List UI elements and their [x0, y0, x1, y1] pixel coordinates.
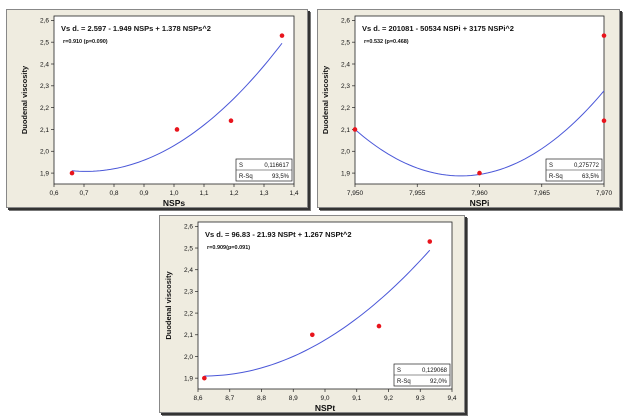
stats-rsq-label: R-Sq — [397, 379, 411, 385]
stats-s-value: 0,275772 — [574, 163, 600, 169]
x-tick-label: 9,1 — [352, 395, 361, 402]
y-tick-label: 2,1 — [341, 127, 350, 134]
data-point — [174, 127, 180, 132]
fit-curve — [71, 42, 283, 172]
x-tick-label: 8,6 — [193, 395, 202, 402]
x-axis-label: NSPs — [163, 198, 185, 208]
x-tick-label: 1,2 — [229, 190, 238, 197]
stats-rsq-label: R-Sq — [549, 174, 563, 180]
x-axis-label: NSPt — [315, 403, 335, 413]
data-point — [228, 118, 234, 124]
data-point — [601, 33, 607, 38]
y-tick-label: 2,6 — [40, 18, 49, 25]
stats-s-value: 0,116617 — [264, 163, 289, 169]
y-tick-label: 2,1 — [40, 127, 49, 134]
y-axis-label: Duodenal viscosity — [321, 65, 330, 134]
chart-panel-nsps: 0,6 0,7 0,8 0,9 1,0 1,1 1,2 1,3 1,4 1,9 2,0 2,1 2,2 2… — [6, 9, 308, 208]
stats-s-value: 0,129068 — [422, 368, 448, 374]
stats-rsq-label: R-Sq — [239, 174, 253, 180]
data-point — [376, 323, 382, 329]
y-tick-label: 2,3 — [184, 289, 193, 296]
x-axis-label: NSPi — [470, 198, 490, 208]
regression-equation: Vs d. = 96.83 - 21.93 NSPt + 1.267 NSPt^… — [205, 230, 352, 239]
y-tick-label: 2,2 — [184, 310, 193, 317]
y-tick-label: 2,1 — [184, 332, 193, 339]
x-tick-label: 0,9 — [139, 190, 148, 197]
regression-equation: Vs d. = 201081 - 50534 NSPi + 3175 NSPi^… — [362, 24, 514, 33]
data-point — [601, 118, 607, 124]
stats-s-label: S — [549, 163, 553, 169]
y-tick-label: 2,4 — [40, 61, 49, 68]
y-tick-label: 2,5 — [184, 245, 193, 252]
y-tick-label: 2,4 — [341, 61, 350, 68]
y-tick-label: 2,5 — [341, 39, 350, 46]
x-tick-label: 9,0 — [320, 395, 329, 402]
stats-rsq-value: 93,5% — [272, 174, 290, 180]
y-tick-label: 1,9 — [341, 170, 350, 177]
y-tick-label: 2,0 — [341, 149, 350, 156]
x-tick-label: 7,960 — [471, 190, 488, 197]
plot-area — [53, 15, 295, 185]
correlation-text: r=0.532 (p=0.468) — [364, 39, 409, 45]
x-tick-label: 7,970 — [596, 190, 613, 197]
chart-panel-nspi: 7,950 7,955 7,960 7,965 7,970 1,9 2,0 2,1 2,2 2,3… — [317, 9, 620, 208]
x-tick-label: 7,965 — [534, 190, 551, 197]
data-point — [69, 170, 75, 176]
data-point — [427, 239, 433, 244]
y-tick-label: 2,2 — [341, 105, 350, 112]
x-tick-label: 8,9 — [289, 395, 298, 402]
x-tick-label: 8,7 — [225, 395, 234, 402]
stats-s-label: S — [397, 368, 401, 374]
x-tick-label: 9,2 — [384, 395, 393, 402]
data-point — [477, 170, 482, 176]
correlation-text: r=0.909(p=0.091) — [207, 245, 250, 251]
fit-curve — [204, 249, 431, 377]
y-tick-label: 2,2 — [40, 105, 49, 112]
y-tick-label: 1,9 — [184, 375, 193, 382]
x-tick-label: 0,8 — [109, 190, 118, 197]
x-tick-label: 1,0 — [169, 190, 178, 197]
stats-rsq-value: 63,5% — [582, 174, 600, 180]
x-tick-label: 1,4 — [289, 190, 298, 197]
y-axis-label: Duodenal viscosity — [20, 65, 29, 134]
y-tick-label: 2,4 — [184, 267, 193, 274]
plot-area — [354, 15, 605, 185]
chart-nsps: 0,6 0,7 0,8 0,9 1,0 1,1 1,2 1,3 1,4 1,9 2,0 2,1 2,2 2… — [20, 15, 299, 208]
y-tick-label: 2,3 — [40, 83, 49, 90]
y-tick-label: 2,3 — [341, 83, 350, 90]
x-tick-label: 9,3 — [416, 395, 425, 402]
chart-nspi: 7,950 7,955 7,960 7,965 7,970 1,9 2,0 2,1 2,2 2,3… — [321, 15, 613, 208]
x-tick-label: 7,955 — [409, 190, 426, 197]
y-tick-label: 1,9 — [40, 170, 49, 177]
x-tick-label: 1,3 — [259, 190, 268, 197]
data-point — [352, 127, 358, 132]
x-tick-label: 8,8 — [257, 395, 266, 402]
x-tick-label: 1,1 — [199, 190, 208, 197]
data-point — [202, 375, 207, 381]
stats-rsq-value: 92,0% — [430, 379, 448, 385]
y-tick-label: 2,0 — [184, 354, 193, 361]
correlation-text: r=0.910 (p=0.090) — [63, 39, 108, 45]
y-tick-label: 2,0 — [40, 149, 49, 156]
y-tick-label: 2,5 — [40, 39, 49, 46]
x-tick-label: 0,6 — [49, 190, 58, 197]
x-tick-label: 7,950 — [347, 190, 364, 197]
y-tick-label: 2,6 — [341, 18, 350, 25]
chart-panel-nspt: 8,6 8,7 8,8 8,9 9,0 9,1 9,2 9,3 9,4 1,9 2,0 2,1 2,2 2… — [159, 215, 465, 413]
data-point — [279, 33, 285, 38]
y-axis-label: Duodenal viscosity — [164, 270, 173, 339]
plot-area — [197, 221, 453, 390]
chart-nspt: 8,6 8,7 8,8 8,9 9,0 9,1 9,2 9,3 9,4 1,9 2,0 2,1 2,2 2… — [164, 221, 457, 413]
x-tick-label: 9,4 — [447, 395, 456, 402]
x-tick-label: 0,7 — [79, 190, 88, 197]
data-point — [310, 332, 315, 338]
regression-equation: Vs d. = 2.597 - 1.949 NSPs + 1.378 NSPs^… — [61, 24, 211, 33]
y-tick-label: 2,6 — [184, 224, 193, 231]
stats-s-label: S — [239, 163, 243, 169]
